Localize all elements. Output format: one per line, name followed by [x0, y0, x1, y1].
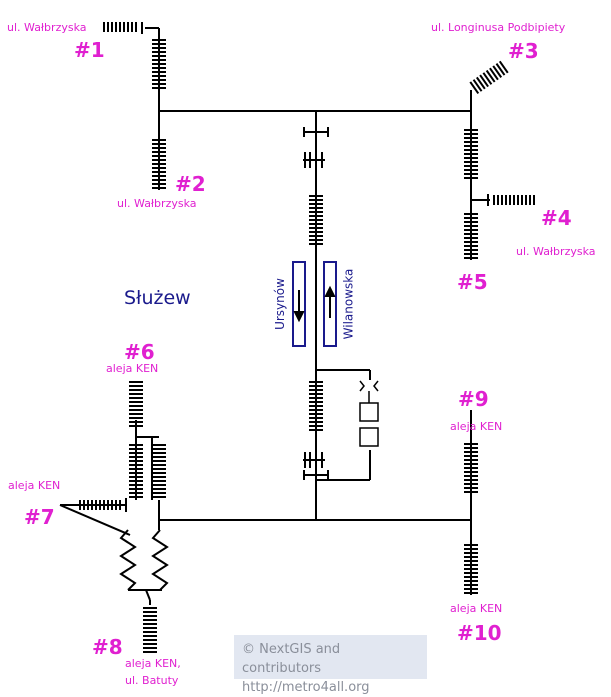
exit-3-number: #3 — [508, 39, 539, 63]
stairs-exit-1 — [152, 39, 166, 89]
exit-1-number: #1 — [74, 38, 105, 62]
exit-9-street: aleja KEN — [450, 420, 503, 433]
stairs-left-lower-a — [129, 444, 143, 498]
elevator-icon — [359, 380, 379, 447]
stairs-exit-7 — [79, 498, 127, 512]
exit-10-street: aleja KEN — [450, 602, 503, 615]
exit-5-number: #5 — [457, 270, 488, 294]
exit-7-street: aleja KEN — [8, 479, 61, 492]
exit-6-number: #6 — [124, 340, 155, 364]
escalator-icon — [119, 529, 169, 591]
exit-10-number: #10 — [457, 621, 502, 645]
stairs-left-lower-b — [152, 444, 166, 498]
attribution-box: © NextGIS and contributors http://metro4… — [234, 635, 427, 695]
exit-1-street: ul. Wałbrzyska — [7, 21, 87, 34]
exit-2-number: #2 — [175, 172, 206, 196]
turnstile-upper — [303, 127, 329, 168]
turnstile-icon — [303, 127, 329, 480]
stairs-exit-9 — [464, 443, 478, 493]
exit-4-number: #4 — [541, 206, 572, 230]
exit-8-street-line1: aleja KEN, — [125, 657, 181, 670]
stairs-exit-6 — [129, 381, 143, 427]
stairs-exit-8 — [143, 607, 157, 653]
stairs-icon — [79, 22, 535, 653]
stairs-central-lower — [309, 381, 323, 431]
stairs-central-upper — [309, 195, 323, 245]
stairs-exit-10 — [464, 544, 478, 594]
stairs-exit-2 — [152, 139, 166, 189]
turnstile-lower — [303, 452, 329, 480]
exit-9-number: #9 — [458, 387, 489, 411]
attribution-link[interactable]: http://metro4all.org — [242, 680, 370, 695]
exit-2-street: ul. Wałbrzyska — [117, 197, 197, 210]
stairs-exit-1-horizontal — [103, 22, 143, 34]
exit-4-street: ul. Wałbrzyska — [516, 245, 596, 258]
exit-6-street: aleja KEN — [106, 362, 159, 375]
exit-3-street: ul. Longinusa Podbipiety — [431, 21, 566, 34]
exit-7-number: #7 — [24, 505, 55, 529]
stairs-exit-5 — [464, 213, 478, 259]
escalator-right — [151, 529, 169, 591]
exit-8-street-line2: ul. Batuty — [125, 674, 179, 687]
escalator-left — [119, 529, 137, 591]
direction-label-ursynow: Ursynów — [272, 278, 287, 330]
attribution-copyright: © NextGIS and contributors — [242, 642, 341, 676]
direction-arrow-icon — [293, 285, 336, 323]
platform — [292, 261, 337, 347]
stairs-exit-4 — [487, 194, 535, 206]
exit-8-number: #8 — [92, 635, 123, 659]
stairs-right-upper — [464, 129, 478, 179]
direction-label-wilanowska: Wilanowska — [341, 268, 356, 340]
station-name: Służew — [124, 287, 191, 309]
stairs-exit-3 — [469, 60, 509, 95]
